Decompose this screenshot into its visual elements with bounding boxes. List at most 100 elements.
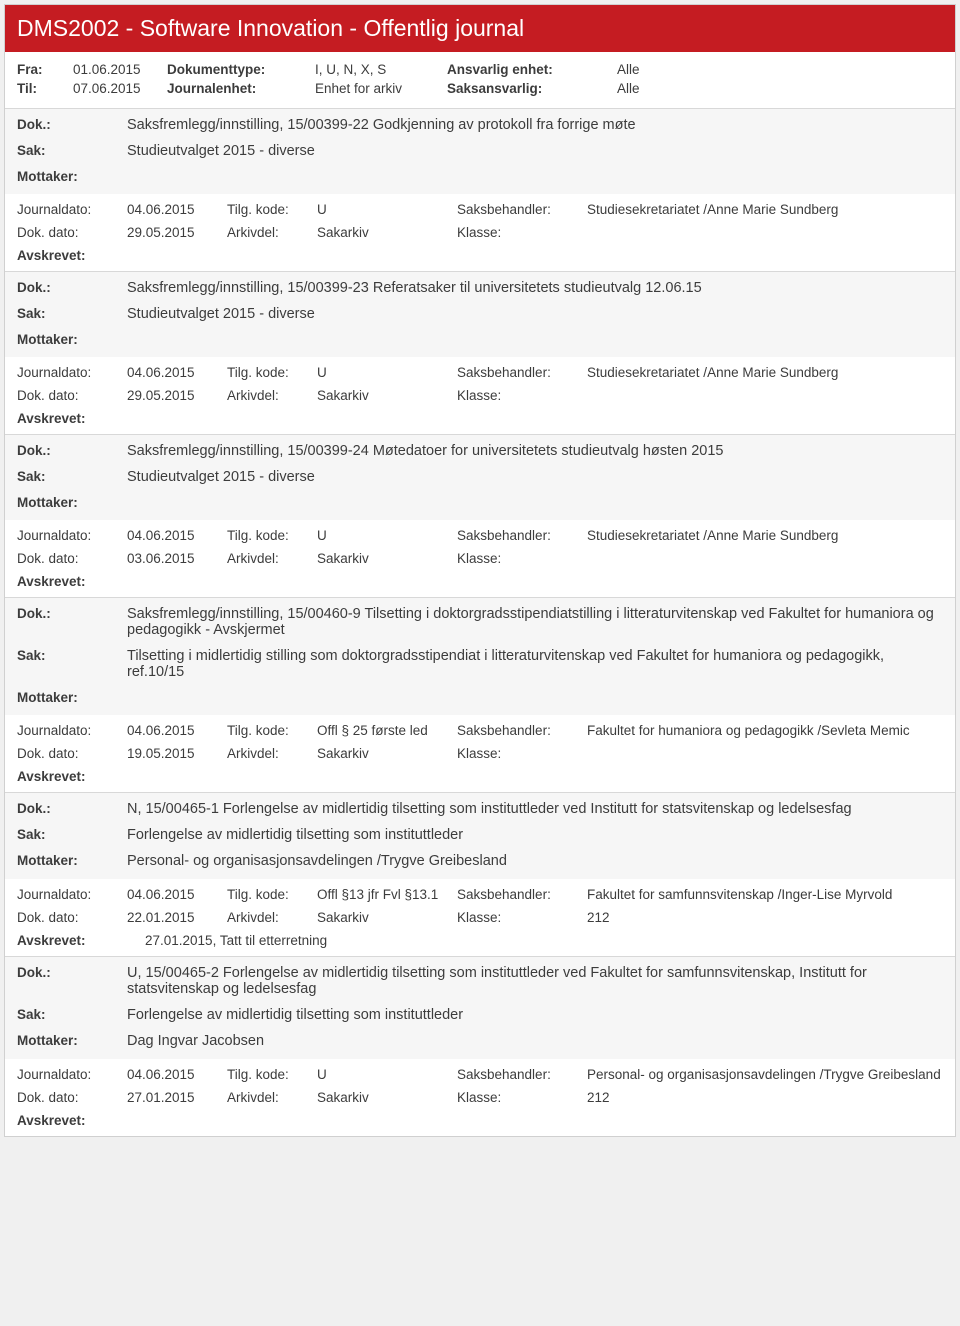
arkivdel-value: Sakarkiv	[317, 910, 457, 925]
sak-value: Forlengelse av midlertidig tilsetting so…	[127, 827, 943, 843]
arkivdel-value: Sakarkiv	[317, 388, 457, 403]
avskrevet-label: Avskrevet:	[17, 933, 127, 948]
dok-label: Dok.:	[17, 443, 127, 458]
saksbehandler-label: Saksbehandler:	[457, 365, 587, 380]
saksbehandler-value: Personal- og organisasjonsavdelingen /Tr…	[587, 1067, 943, 1082]
fra-label: Fra:	[17, 62, 73, 77]
arkivdel-value: Sakarkiv	[317, 551, 457, 566]
dokdato-label: Dok. dato:	[17, 225, 127, 240]
sak-label: Sak:	[17, 306, 127, 321]
saksansvarlig-label: Saksansvarlig:	[447, 81, 617, 96]
klasse-label: Klasse:	[457, 388, 587, 403]
saksbehandler-label: Saksbehandler:	[457, 887, 587, 902]
entry-head: Dok.:Saksfremlegg/innstilling, 15/00399-…	[5, 435, 955, 520]
entry-body: Journaldato:04.06.2015Tilg. kode:USaksbe…	[5, 1059, 955, 1136]
entry-head: Dok.:Saksfremlegg/innstilling, 15/00399-…	[5, 109, 955, 194]
tilgkode-label: Tilg. kode:	[227, 365, 317, 380]
tilgkode-label: Tilg. kode:	[227, 1067, 317, 1082]
journaldato-value: 04.06.2015	[127, 202, 227, 217]
mottaker-label: Mottaker:	[17, 853, 127, 868]
doktype-label: Dokumenttype:	[167, 62, 315, 77]
entry-body: Journaldato:04.06.2015Tilg. kode:USaksbe…	[5, 357, 955, 434]
arkivdel-label: Arkivdel:	[227, 388, 317, 403]
doktype-value: I, U, N, X, S	[315, 62, 447, 77]
dokdato-value: 03.06.2015	[127, 551, 227, 566]
mottaker-label: Mottaker:	[17, 690, 127, 705]
saksbehandler-value: Fakultet for humaniora og pedagogikk /Se…	[587, 723, 943, 738]
dok-value: Saksfremlegg/innstilling, 15/00460-9 Til…	[127, 606, 943, 638]
dok-value: Saksfremlegg/innstilling, 15/00399-23 Re…	[127, 280, 943, 296]
arkivdel-label: Arkivdel:	[227, 1090, 317, 1105]
avskrevet-label: Avskrevet:	[17, 574, 127, 589]
journalenhet-value: Enhet for arkiv	[315, 81, 447, 96]
tilgkode-label: Tilg. kode:	[227, 887, 317, 902]
journaldato-label: Journaldato:	[17, 1067, 127, 1082]
entry-body: Journaldato:04.06.2015Tilg. kode:USaksbe…	[5, 194, 955, 271]
header-meta: Fra: 01.06.2015 Dokumenttype: I, U, N, X…	[5, 52, 955, 108]
saksbehandler-value: Studiesekretariatet /Anne Marie Sundberg	[587, 202, 943, 217]
page-title: DMS2002 - Software Innovation - Offentli…	[17, 15, 524, 41]
arkivdel-label: Arkivdel:	[227, 551, 317, 566]
dokdato-label: Dok. dato:	[17, 1090, 127, 1105]
journaldato-label: Journaldato:	[17, 202, 127, 217]
sak-value: Studieutvalget 2015 - diverse	[127, 143, 943, 159]
sak-value: Tilsetting i midlertidig stilling som do…	[127, 648, 943, 680]
klasse-label: Klasse:	[457, 746, 587, 761]
arkivdel-value: Sakarkiv	[317, 1090, 457, 1105]
dokdato-value: 22.01.2015	[127, 910, 227, 925]
journaldato-value: 04.06.2015	[127, 528, 227, 543]
klasse-value	[587, 388, 943, 403]
entry-head: Dok.:U, 15/00465-2 Forlengelse av midler…	[5, 957, 955, 1059]
journaldato-value: 04.06.2015	[127, 887, 227, 902]
tilgkode-value: Offl §13 jfr Fvl §13.1	[317, 887, 457, 902]
klasse-label: Klasse:	[457, 1090, 587, 1105]
journaldato-value: 04.06.2015	[127, 365, 227, 380]
dok-label: Dok.:	[17, 280, 127, 295]
dok-label: Dok.:	[17, 117, 127, 132]
dokdato-label: Dok. dato:	[17, 551, 127, 566]
saksbehandler-label: Saksbehandler:	[457, 202, 587, 217]
klasse-label: Klasse:	[457, 910, 587, 925]
journal-entry: Dok.:Saksfremlegg/innstilling, 15/00399-…	[5, 434, 955, 597]
arkivdel-label: Arkivdel:	[227, 910, 317, 925]
fra-value: 01.06.2015	[73, 62, 167, 77]
entry-head: Dok.:N, 15/00465-1 Forlengelse av midler…	[5, 793, 955, 879]
dokdato-value: 29.05.2015	[127, 225, 227, 240]
tilgkode-label: Tilg. kode:	[227, 202, 317, 217]
klasse-value: 212	[587, 910, 943, 925]
dok-value: N, 15/00465-1 Forlengelse av midlertidig…	[127, 801, 943, 817]
arkivdel-label: Arkivdel:	[227, 225, 317, 240]
tilgkode-label: Tilg. kode:	[227, 723, 317, 738]
entry-body: Journaldato:04.06.2015Tilg. kode:Offl §1…	[5, 879, 955, 956]
dok-label: Dok.:	[17, 606, 127, 621]
mottaker-label: Mottaker:	[17, 1033, 127, 1048]
tilgkode-value: U	[317, 202, 457, 217]
saksbehandler-label: Saksbehandler:	[457, 723, 587, 738]
tilgkode-value: U	[317, 365, 457, 380]
klasse-value: 212	[587, 1090, 943, 1105]
tilgkode-value: Offl § 25 første led	[317, 723, 457, 738]
saksbehandler-label: Saksbehandler:	[457, 1067, 587, 1082]
journaldato-label: Journaldato:	[17, 528, 127, 543]
mottaker-value: Dag Ingvar Jacobsen	[127, 1033, 943, 1049]
saksbehandler-value: Studiesekretariatet /Anne Marie Sundberg	[587, 528, 943, 543]
tilgkode-label: Tilg. kode:	[227, 528, 317, 543]
saksbehandler-value: Studiesekretariatet /Anne Marie Sundberg	[587, 365, 943, 380]
dokdato-value: 29.05.2015	[127, 388, 227, 403]
journaldato-label: Journaldato:	[17, 887, 127, 902]
tilgkode-value: U	[317, 528, 457, 543]
klasse-label: Klasse:	[457, 225, 587, 240]
entry-body: Journaldato:04.06.2015Tilg. kode:USaksbe…	[5, 520, 955, 597]
journal-page: DMS2002 - Software Innovation - Offentli…	[4, 4, 956, 1137]
page-title-bar: DMS2002 - Software Innovation - Offentli…	[5, 5, 955, 52]
mottaker-label: Mottaker:	[17, 169, 127, 184]
dokdato-label: Dok. dato:	[17, 746, 127, 761]
journal-entry: Dok.:N, 15/00465-1 Forlengelse av midler…	[5, 792, 955, 956]
entries-container: Dok.:Saksfremlegg/innstilling, 15/00399-…	[5, 108, 955, 1136]
sak-label: Sak:	[17, 827, 127, 842]
journaldato-label: Journaldato:	[17, 723, 127, 738]
klasse-value	[587, 551, 943, 566]
dokdato-label: Dok. dato:	[17, 388, 127, 403]
journal-entry: Dok.:Saksfremlegg/innstilling, 15/00399-…	[5, 108, 955, 271]
arkivdel-value: Sakarkiv	[317, 225, 457, 240]
